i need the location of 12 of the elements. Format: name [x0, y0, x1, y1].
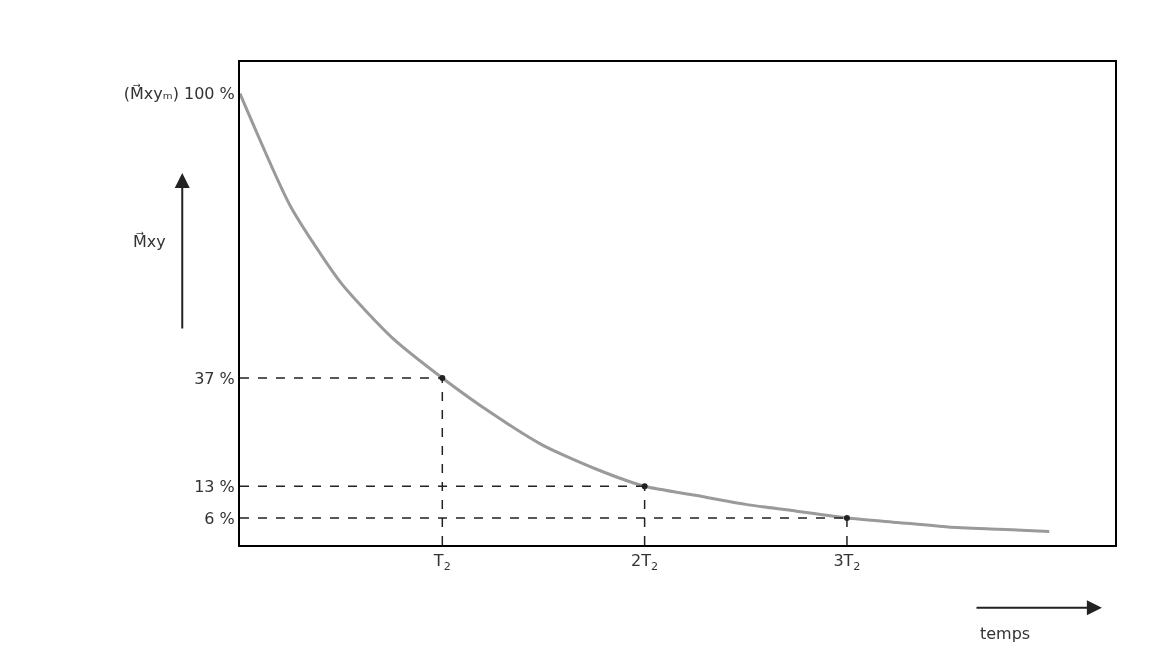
x-tick-label: T$_{2}$	[432, 551, 451, 573]
point	[641, 483, 648, 490]
y-tick-label: 37 %	[194, 368, 235, 388]
point	[843, 514, 850, 521]
y-tick-label: (M⃗xyₘ) 100 %	[123, 83, 235, 104]
x-tick-label: 2T$_{2}$	[631, 551, 659, 573]
x-axis-title: temps	[980, 624, 1031, 643]
y-axis-title: M⃗xy	[133, 231, 166, 251]
y-tick-label: 13 %	[194, 476, 235, 496]
x-tick-label: 3T$_{2}$	[833, 551, 861, 573]
y-tick-label: 6 %	[204, 508, 235, 528]
point	[439, 374, 446, 381]
